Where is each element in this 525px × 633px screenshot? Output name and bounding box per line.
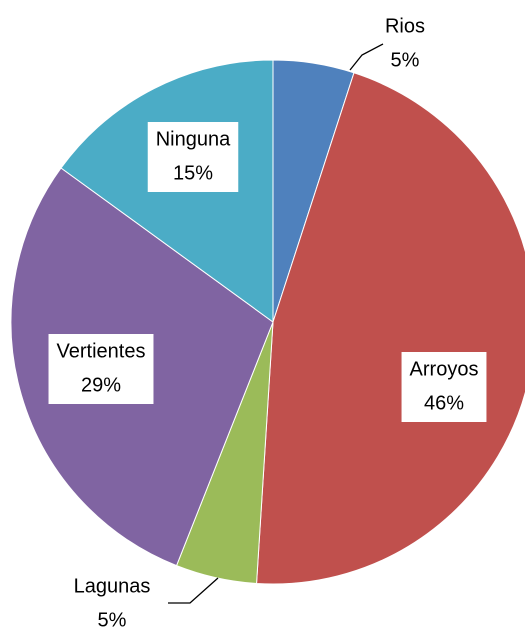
leader-line bbox=[349, 43, 384, 71]
value-label: 5% bbox=[98, 609, 127, 631]
value-label: 29% bbox=[81, 374, 121, 396]
data-label: Vertientes 29% bbox=[48, 334, 154, 404]
pie-slice bbox=[256, 72, 525, 585]
category-label: Vertientes bbox=[57, 340, 146, 362]
category-label: Arroyos bbox=[410, 358, 479, 380]
data-label: Lagunas 5% bbox=[74, 575, 219, 631]
data-label: Ninguna 15% bbox=[147, 122, 239, 192]
leader-line bbox=[168, 577, 219, 604]
value-label: 5% bbox=[391, 49, 420, 71]
category-label: Rios bbox=[385, 15, 425, 37]
data-label: Arroyos 46% bbox=[401, 352, 487, 422]
category-label: Ninguna bbox=[156, 128, 231, 150]
label-box bbox=[147, 122, 239, 192]
category-label: Lagunas bbox=[74, 575, 151, 597]
value-label: 15% bbox=[173, 162, 213, 184]
label-box bbox=[401, 352, 487, 422]
data-label: Rios 5% bbox=[349, 15, 425, 71]
value-label: 46% bbox=[424, 392, 464, 414]
label-box bbox=[48, 334, 154, 404]
